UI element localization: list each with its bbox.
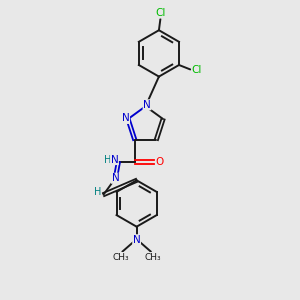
Text: Cl: Cl (192, 65, 202, 75)
Text: CH₃: CH₃ (112, 253, 129, 262)
Text: H: H (104, 154, 112, 165)
Text: H: H (94, 187, 101, 197)
Text: N: N (122, 113, 130, 123)
Text: N: N (133, 235, 140, 245)
Text: O: O (156, 157, 164, 167)
Text: Cl: Cl (155, 8, 166, 18)
Text: N: N (143, 100, 151, 110)
Text: CH₃: CH₃ (144, 253, 161, 262)
Text: N: N (112, 173, 119, 183)
Text: N: N (111, 154, 119, 165)
